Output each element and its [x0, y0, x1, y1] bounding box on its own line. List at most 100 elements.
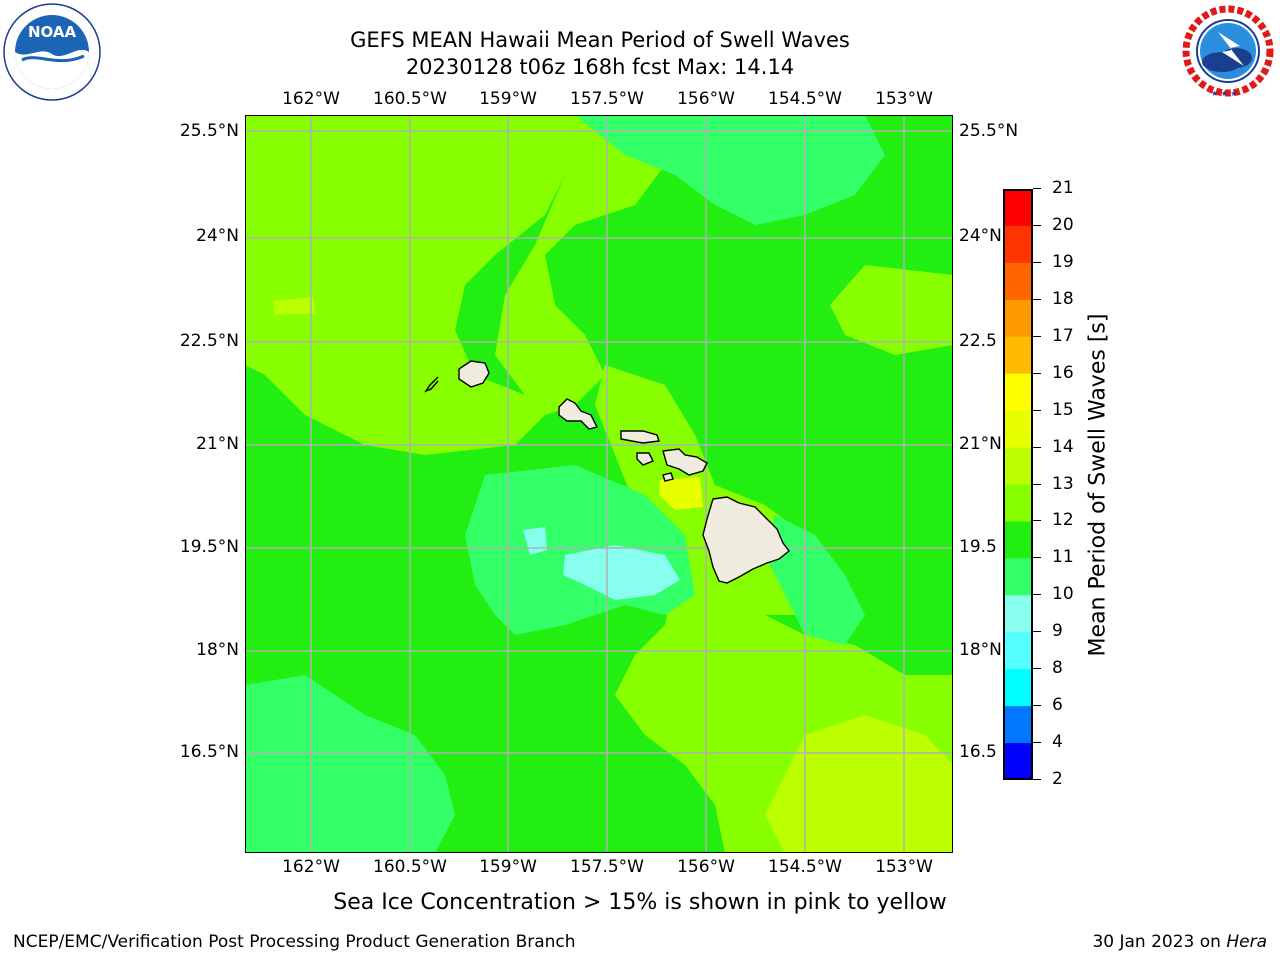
- lat-label-right: 25.5°N: [959, 121, 1019, 141]
- field-10-11-southwest: [245, 675, 455, 853]
- lon-label-bottom: 162°W: [282, 857, 340, 877]
- lon-label-top: 156°W: [677, 89, 735, 109]
- colorbar-tick: [1033, 446, 1041, 448]
- colorbar-segment: [1003, 632, 1033, 670]
- lat-label-right: 22.5: [959, 331, 997, 351]
- colorbar-tick: [1033, 779, 1041, 780]
- lat-label-right: 18°N: [959, 640, 1002, 660]
- field-12-13-strip-east: [830, 265, 953, 355]
- lat-label-left: 25.5°N: [179, 121, 239, 141]
- lon-label-bottom: 159°W: [479, 857, 537, 877]
- colorbar-segment: [1003, 484, 1033, 522]
- lat-label-left: 21°N: [196, 434, 239, 454]
- island-kahoolawe: [662, 472, 674, 482]
- nws-logo: ★ ★ ★: [1178, 2, 1278, 100]
- colorbar-tick-label: 13: [1052, 473, 1074, 494]
- colorbar-tick: [1033, 631, 1041, 633]
- lon-label-top: 160.5°W: [373, 89, 447, 109]
- colorbar-tick-label: 8: [1052, 658, 1063, 679]
- field-12-13-northcentral: [495, 115, 715, 415]
- colorbar-tick-label: 2: [1052, 769, 1063, 789]
- colorbar-segment: [1003, 595, 1033, 633]
- colorbar-tick-label: 14: [1052, 436, 1074, 457]
- colorbar-tick-label: 18: [1052, 288, 1074, 309]
- field-14-15-maui: [659, 477, 703, 510]
- colorbar-segment: [1003, 410, 1033, 449]
- colorbar-tick: [1033, 409, 1041, 411]
- lat-label-left: 22.5°N: [179, 331, 239, 351]
- footer-machine: Hera: [1226, 932, 1267, 952]
- colorbar-segment: [1003, 521, 1033, 559]
- colorbar-tick-label: 16: [1052, 362, 1074, 383]
- lon-label-top: 162°W: [282, 89, 340, 109]
- footer-right: 30 Jan 2023 on Hera: [1092, 932, 1267, 952]
- colorbar-title: Mean Period of Swell Waves [s]: [1085, 313, 1111, 657]
- colorbar-tick-label: 19: [1052, 251, 1074, 272]
- island-niihau: [424, 376, 439, 393]
- colorbar-tick-label: 11: [1052, 547, 1074, 568]
- lat-label-left: 18°N: [196, 640, 239, 660]
- lon-label-bottom: 156°W: [677, 857, 735, 877]
- colorbar-frame: [1003, 189, 1033, 780]
- hawaiian-islands: [424, 360, 790, 584]
- colorbar-segment: [1003, 336, 1033, 375]
- field-13-14-southeast: [765, 715, 953, 853]
- lat-label-left: 16.5°N: [179, 742, 239, 762]
- colorbar-segment: [1003, 706, 1033, 744]
- map-frame: [245, 115, 953, 853]
- colorbar-segment: [1003, 669, 1033, 707]
- map-svg: [245, 115, 953, 853]
- lat-label-left: 19.5°N: [179, 537, 239, 557]
- colorbar-tick-label: 20: [1052, 214, 1074, 235]
- island-big-island: [702, 496, 790, 584]
- lat-label-left: 24°N: [196, 226, 239, 246]
- footer-date: 30 Jan 2023 on: [1092, 932, 1221, 952]
- colorbar-tick-label: 17: [1052, 325, 1074, 346]
- colorbar-segment: [1003, 299, 1033, 338]
- colorbar-tick-label: 4: [1052, 732, 1063, 753]
- lon-label-bottom: 157.5°W: [570, 857, 644, 877]
- colorbar-segment: [1003, 743, 1033, 781]
- field-10-11-north: [575, 115, 885, 225]
- lon-label-top: 153°W: [875, 89, 933, 109]
- lon-label-top: 159°W: [479, 89, 537, 109]
- lon-label-top: 154.5°W: [768, 89, 842, 109]
- colorbar-tick: [1033, 557, 1041, 559]
- lon-label-bottom: 153°W: [875, 857, 933, 877]
- colorbar-tick-label: 15: [1052, 399, 1074, 420]
- colorbar-tick-label: 6: [1052, 695, 1063, 716]
- colorbar-tick: [1033, 298, 1041, 300]
- island-maui: [662, 448, 708, 476]
- colorbar-segment: [1003, 447, 1033, 485]
- colorbar-tick: [1033, 261, 1041, 263]
- sea-ice-caption: Sea Ice Concentration > 15% is shown in …: [333, 890, 947, 915]
- colorbar-segment: [1003, 189, 1033, 227]
- island-molokai: [620, 430, 660, 444]
- island-oahu: [558, 398, 599, 430]
- colorbar: [1003, 189, 1033, 781]
- field-13-14-west-spot: [273, 297, 315, 315]
- colorbar-tick-label: 12: [1052, 510, 1074, 531]
- colorbar-tick: [1033, 188, 1041, 189]
- graticule: [245, 115, 953, 853]
- colorbar-tick: [1033, 224, 1041, 226]
- colorbar-tick-label: 10: [1052, 584, 1074, 605]
- footer-left: NCEP/EMC/Verification Post Processing Pr…: [13, 932, 576, 952]
- noaa-logo-text: NOAA: [28, 23, 77, 41]
- chart-title-line1: GEFS MEAN Hawaii Mean Period of Swell Wa…: [350, 28, 850, 52]
- lat-label-right: 19.5: [959, 537, 997, 557]
- colorbar-tick-label: 9: [1052, 621, 1063, 642]
- lat-label-right: 16.5: [959, 742, 997, 762]
- noaa-logo: NOAA: [2, 2, 102, 102]
- island-kauai: [458, 360, 490, 388]
- colorbar-tick: [1033, 668, 1041, 670]
- lon-label-top: 157.5°W: [570, 89, 644, 109]
- colorbar-tick: [1033, 705, 1041, 707]
- map-panel: [245, 115, 953, 853]
- lat-label-right: 24°N: [959, 226, 1002, 246]
- colorbar-tick: [1033, 483, 1041, 485]
- colorbar-segment: [1003, 558, 1033, 596]
- colorbar-tick: [1033, 520, 1041, 522]
- colorbar-tick-label: 21: [1052, 178, 1074, 198]
- colorbar-segment: [1003, 373, 1033, 412]
